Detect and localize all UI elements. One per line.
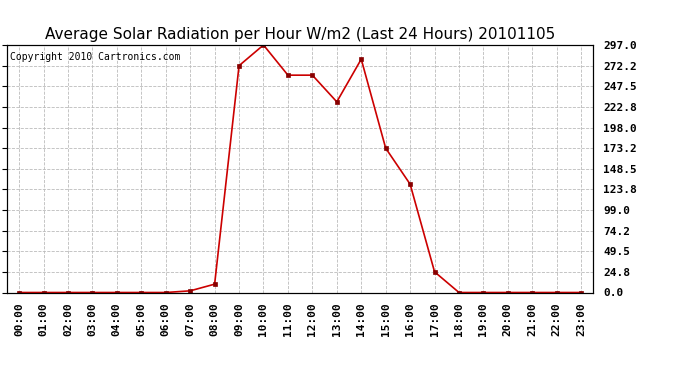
Text: Copyright 2010 Cartronics.com: Copyright 2010 Cartronics.com (10, 53, 180, 62)
Title: Average Solar Radiation per Hour W/m2 (Last 24 Hours) 20101105: Average Solar Radiation per Hour W/m2 (L… (45, 27, 555, 42)
